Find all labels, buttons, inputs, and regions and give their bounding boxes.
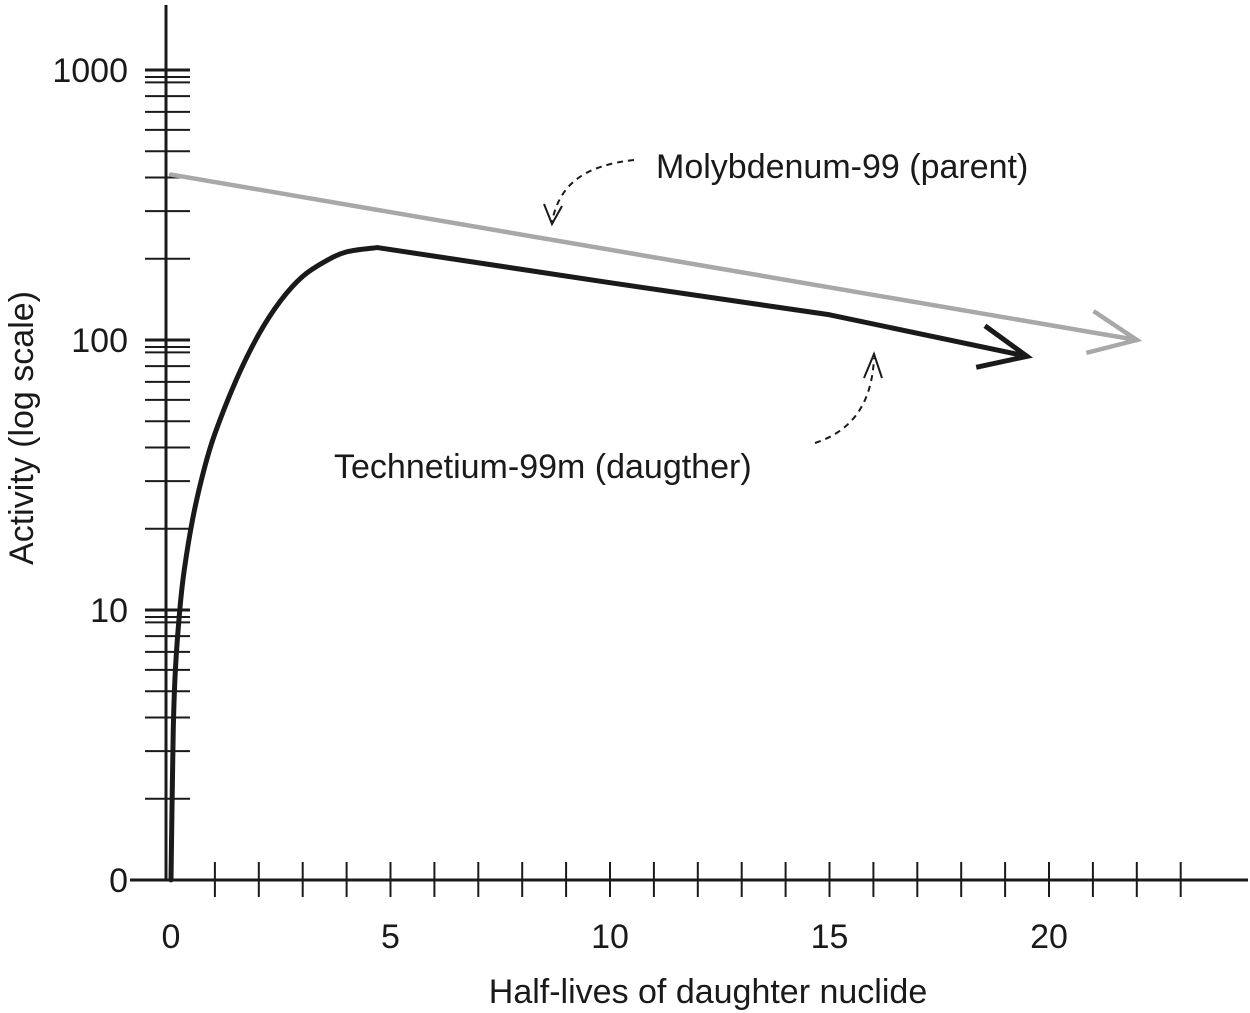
series-daughter-line bbox=[168, 245, 1030, 883]
annotation-daughter-arrowhead bbox=[863, 351, 883, 379]
x-tick-label: 0 bbox=[162, 918, 181, 956]
x-tick-label: 20 bbox=[1030, 918, 1068, 956]
series-lines bbox=[168, 172, 1143, 883]
annotation-daughter-label: Technetium-99m (daugther) bbox=[334, 448, 752, 486]
series-parent-line bbox=[168, 172, 1140, 343]
y-axis-title: Activity (log scale) bbox=[3, 291, 41, 565]
y-tick-label: 10 bbox=[90, 592, 128, 630]
y-tick-label: 0 bbox=[109, 862, 128, 900]
y-tick-label: 1000 bbox=[52, 52, 128, 90]
x-axis: 0 5 10 15 20 bbox=[130, 862, 1248, 956]
x-tick-label: 15 bbox=[811, 918, 849, 956]
y-tick-label: 100 bbox=[71, 322, 128, 360]
series-daughter-arrowhead bbox=[975, 323, 1034, 370]
annotation-parent-label: Molybdenum-99 (parent) bbox=[656, 148, 1028, 186]
annotation-daughter-arrow bbox=[814, 357, 875, 444]
annotation-parent-arrow bbox=[551, 159, 635, 223]
x-tick-label: 5 bbox=[381, 918, 400, 956]
annotations bbox=[543, 159, 883, 444]
x-axis-title: Half-lives of daughter nuclide bbox=[489, 973, 927, 1011]
x-tick-label: 10 bbox=[591, 918, 629, 956]
annotation-parent-arrowhead bbox=[543, 203, 563, 227]
y-axis: 0 10 100 1000 bbox=[52, 5, 190, 900]
series-parent-arrowhead bbox=[1085, 309, 1143, 356]
